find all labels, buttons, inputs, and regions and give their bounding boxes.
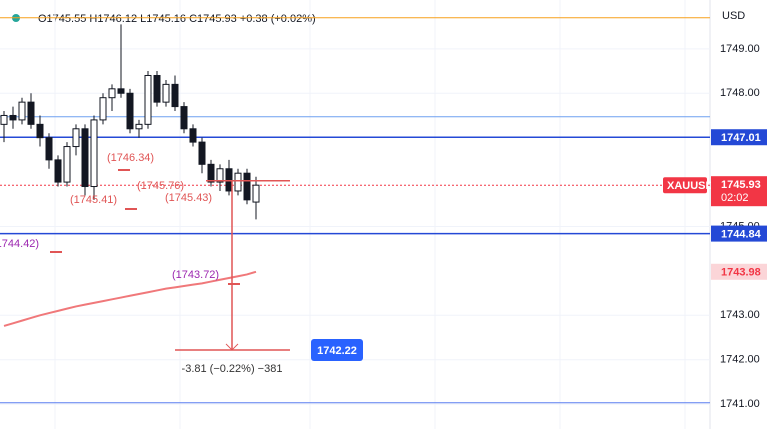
candle-body [81,128,89,188]
currency-selector[interactable]: USD [722,10,745,22]
candle-body [45,137,53,161]
countdown: 02:02 [721,192,749,204]
candle-body [189,128,197,143]
price-annotation: (1745.43) [165,192,212,204]
price-annotation: (1745.76) [137,180,184,192]
price-annotation: (1744.42) [0,238,39,250]
candle-body [135,123,143,130]
last-price-tag [711,176,767,207]
y-tick-label: 1742.00 [720,354,760,366]
y-tick-label: 1743.00 [720,309,760,321]
price-tag [711,129,767,146]
y-tick-label: 1741.00 [720,398,760,410]
candle-body [144,74,152,125]
candle-body [252,184,260,203]
candle-body [63,146,71,183]
candle-body [54,159,62,183]
candle-body [198,141,206,165]
candle-body [162,83,170,103]
candle-body [243,172,251,201]
price-annotation: (1746.34) [107,152,154,164]
candle-body [171,83,179,108]
candle-body [117,88,125,94]
candle-body [216,168,224,183]
candle-body [27,101,35,125]
symbol-tag-label: XAUUSD [667,180,714,192]
measure-tag [311,338,363,361]
candle-body [126,92,134,130]
candle-body [0,114,8,125]
candle-body [180,106,188,130]
y-tick-label: 1748.00 [720,87,760,99]
candle-body [225,168,233,192]
candle-body [72,128,80,148]
measure-tag-label: 1742.22 [317,345,357,357]
candle-body [153,74,161,103]
measure-caption: -3.81 (−0.22%) −381 [182,363,283,375]
candle-body [90,119,98,188]
price-tag-label: 1744.84 [721,229,762,241]
symbol-tag [663,177,707,194]
price-tag [711,225,767,242]
candle-body [18,101,26,121]
price-annotation: (1745.41) [70,194,117,206]
candle-body [207,163,215,183]
candle-body [99,97,107,121]
candle-body [108,88,116,99]
ma-tag [711,263,767,280]
moving-average [3,270,257,327]
ohlc-header: O1745.55 H1746.12 L1745.16 C1745.93 +0.3… [38,13,316,25]
price-tag-label: 1747.01 [721,132,761,144]
candle-body [234,172,242,192]
candle-body [9,114,17,121]
last-price-label: 1745.93 [721,179,761,191]
arrow-head [225,343,239,351]
price-annotation: (1743.72) [172,269,219,281]
y-tick-label: 1749.00 [720,43,760,55]
candle-body [36,123,44,139]
ma-tag-label: 1743.98 [721,267,761,279]
